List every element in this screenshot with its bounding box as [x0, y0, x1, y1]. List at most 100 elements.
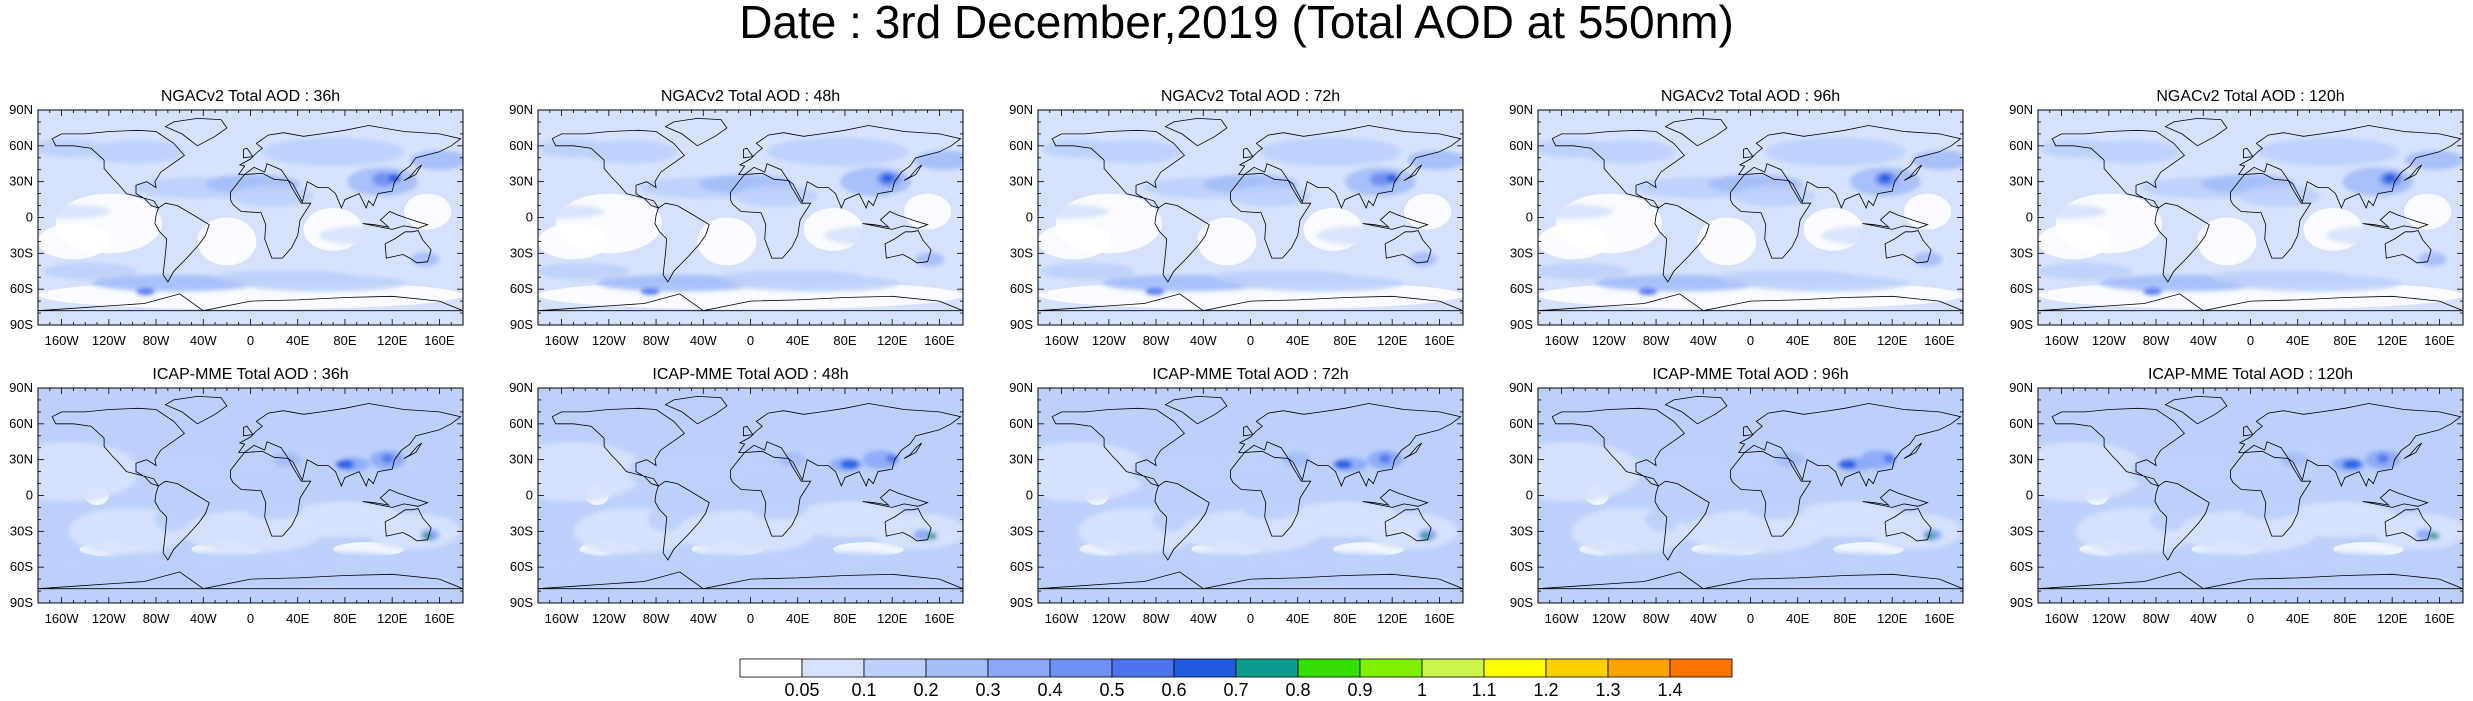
- panel-title: ICAP-MME Total AOD : 72h: [1152, 366, 1349, 383]
- aod-contour-region: [1837, 459, 1857, 470]
- colorbar-label: 0.1: [851, 680, 876, 700]
- coastline: [243, 147, 254, 159]
- lat-tick-label: 60S: [10, 281, 33, 296]
- coastline: [1164, 395, 1228, 425]
- aod-contour-region: [674, 509, 817, 553]
- panel-title: ICAP-MME Total AOD : 120h: [2147, 366, 2354, 383]
- lon-tick-label: 120W: [1592, 333, 1627, 348]
- lat-tick-label: 30S: [10, 523, 33, 538]
- lon-tick-label: 120W: [1092, 333, 1127, 348]
- lat-tick-label: 30S: [1510, 523, 1533, 538]
- coastline: [1664, 117, 1728, 147]
- lat-tick-label: 30N: [509, 452, 533, 467]
- coastline: [1862, 489, 1929, 508]
- lon-tick-label: 120W: [592, 333, 627, 348]
- coastline: [654, 480, 710, 561]
- lat-tick-label: 90S: [1010, 317, 1033, 332]
- lon-tick-label: 160W: [45, 611, 80, 626]
- lat-tick-label: 90S: [2010, 317, 2033, 332]
- aod-contour-region: [1333, 459, 1353, 470]
- coastline: [2230, 450, 2312, 537]
- aod-map: 160W 120W 80W 40W 0 40E 80E 120E 160E 90N 60N 30N 0 3…: [9, 102, 464, 348]
- aod-contour-region: [1883, 453, 1896, 464]
- lon-tick-label: 160E: [924, 333, 955, 348]
- lat-tick-label: 90S: [1510, 317, 1533, 332]
- coastline: [903, 164, 923, 181]
- colorbar-label: 0.6: [1161, 680, 1186, 700]
- coastline: [2038, 293, 2463, 312]
- coastline: [1730, 450, 1812, 537]
- coastline: [743, 147, 754, 159]
- aod-contour-region: [262, 137, 404, 167]
- panel-title: NGACv2 Total AOD : 48h: [660, 88, 841, 105]
- colorbar-swatch: [987, 658, 1051, 678]
- lon-tick-label: 0: [1747, 611, 1754, 626]
- aod-contour-region: [1282, 452, 1311, 467]
- lon-tick-label: 80W: [643, 333, 670, 348]
- aod-contour-region: [735, 185, 818, 207]
- aod-contour-region: [2040, 138, 2112, 158]
- coastline: [1230, 172, 1312, 259]
- lon-tick-label: 80E: [333, 611, 356, 626]
- aod-contour-region: [366, 513, 461, 550]
- aod-contour-region: [1746, 495, 1806, 520]
- aod-low-area: [1197, 217, 1257, 266]
- coastline: [2243, 147, 2254, 159]
- aod-contour-region: [749, 495, 809, 520]
- aod-contour-region: [135, 287, 155, 296]
- colorbar-swatch: [1421, 658, 1485, 678]
- lat-tick-label: 0: [1026, 488, 1033, 503]
- aod-low-area: [1403, 193, 1452, 230]
- lat-tick-label: 60S: [1010, 281, 1033, 296]
- panel-title: NGACv2 Total AOD : 72h: [1160, 88, 1341, 105]
- coastline: [1243, 147, 1254, 159]
- aod-contour-region: [182, 509, 324, 553]
- coastline: [2051, 407, 2185, 487]
- colorbar-swatch: [1297, 658, 1361, 678]
- colorbar-label: 0.8: [1285, 680, 1310, 700]
- colorbar-swatch: [1235, 658, 1299, 678]
- coastline: [2164, 117, 2228, 147]
- lat-tick-label: 60N: [509, 138, 533, 153]
- lat-tick-label: 90N: [1509, 380, 1533, 395]
- lat-tick-label: 60N: [9, 416, 33, 431]
- aod-contour-region: [915, 252, 945, 267]
- aod-contour-region: [1925, 532, 1935, 540]
- colorbar-swatch: [1545, 658, 1609, 678]
- aod-map: 160W 120W 80W 40W 0 40E 80E 120E 160E 90N 60N 30N 0 3…: [2009, 102, 2464, 348]
- map-panel: NGACv2 Total AOD : 36h 160W 120W 80W 40W 0 40E…: [9, 88, 464, 363]
- lon-tick-label: 40W: [690, 333, 717, 348]
- aod-contour-region: [1764, 137, 1907, 167]
- coastline: [862, 489, 929, 508]
- coastline: [1654, 480, 1710, 561]
- coastline: [1384, 508, 1432, 542]
- aod-contour-region: [92, 274, 258, 292]
- lon-tick-label: 160W: [545, 611, 580, 626]
- coastline: [1403, 164, 1423, 181]
- lat-tick-label: 60S: [10, 559, 33, 574]
- lat-tick-label: 30N: [1009, 452, 1033, 467]
- colorbar-label: 0.2: [913, 680, 938, 700]
- lon-tick-label: 80E: [1333, 333, 1356, 348]
- aod-contour-region: [1212, 270, 1355, 285]
- aod-contour-region: [2342, 459, 2362, 470]
- lat-tick-label: 30S: [1010, 245, 1033, 260]
- lat-tick-label: 30N: [1509, 174, 1533, 189]
- coastline: [2384, 230, 2432, 264]
- aod-low-area: [697, 217, 757, 266]
- aod-contour-region: [1638, 287, 1658, 296]
- coastline: [243, 425, 254, 437]
- aod-contour-region: [89, 551, 279, 571]
- coastline: [1743, 425, 1754, 437]
- coastline: [2038, 571, 2463, 590]
- lat-tick-label: 90N: [509, 102, 533, 117]
- coastline: [664, 395, 728, 425]
- aod-low-area: [2038, 223, 2109, 260]
- lat-tick-label: 30N: [2009, 174, 2033, 189]
- lon-tick-label: 40W: [2190, 611, 2217, 626]
- colorbar-swatch: [1049, 658, 1113, 678]
- lon-tick-label: 160W: [1045, 611, 1080, 626]
- coastline: [1164, 117, 1228, 147]
